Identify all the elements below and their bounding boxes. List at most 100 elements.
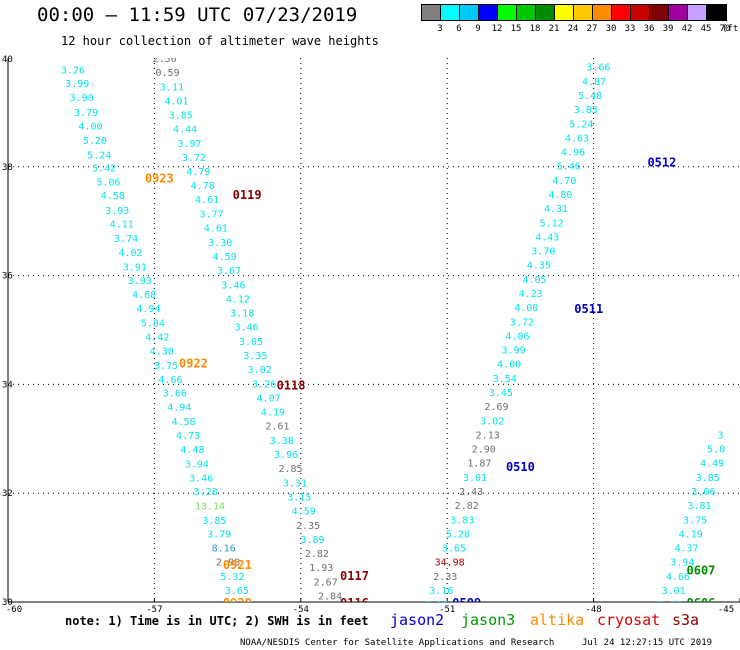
track-time-label: 0921 xyxy=(223,558,252,572)
swh-value: 4.35 xyxy=(527,261,551,272)
swh-value: 4.59 xyxy=(213,252,237,263)
x-tick-label: -48 xyxy=(585,605,601,615)
color-scale-label: 30 xyxy=(606,24,617,34)
swh-value: 2.98 xyxy=(216,558,240,569)
swh-value: 3.96 xyxy=(274,450,298,461)
swh-value: 4.94 xyxy=(167,403,191,414)
legend-s3a: s3a xyxy=(672,611,699,629)
swh-value: 4.63 xyxy=(565,133,589,144)
swh-value: 5.42 xyxy=(92,163,116,174)
color-scale-swatch xyxy=(650,5,668,20)
color-scale-label: 42 xyxy=(682,24,693,34)
swh-value: 3.75 xyxy=(683,515,707,526)
swh-value: 2.84 xyxy=(318,591,342,602)
swh-value: 4.12 xyxy=(595,34,619,45)
color-scale-label: 3 xyxy=(437,24,442,34)
color-scale-unit: (ft) xyxy=(722,24,740,34)
swh-value: 3.28 xyxy=(194,487,218,498)
swh-value: 3.93 xyxy=(128,276,152,287)
color-scale-swatch xyxy=(669,5,687,20)
color-scale-label: 9 xyxy=(475,24,480,34)
swh-value: 3.30 xyxy=(208,238,232,249)
swh-value: 3.67 xyxy=(217,266,241,277)
x-tick-label: -54 xyxy=(293,605,309,615)
swh-value: 4.94 xyxy=(136,304,160,315)
swh-value: 2.69 xyxy=(484,402,508,413)
swh-value: 4.12 xyxy=(226,294,250,305)
swh-value: 3.85 xyxy=(169,111,193,122)
swh-value: 3.79 xyxy=(207,529,231,540)
swh-value: 5.0 xyxy=(707,445,725,456)
swh-value: 4.66 xyxy=(158,375,182,386)
swh-value: 3.26 xyxy=(61,65,85,76)
swh-value: 3 xyxy=(717,430,723,441)
swh-value: 3.02 xyxy=(480,416,504,427)
swh-value: 4.68 xyxy=(132,290,156,301)
swh-value: 4.60 xyxy=(608,0,632,3)
color-scale-swatch xyxy=(574,5,592,20)
swh-value: 4.80 xyxy=(548,190,572,201)
swh-value: 2.33 xyxy=(433,572,457,583)
color-scale-swatch xyxy=(498,5,516,20)
swh-value: 4.23 xyxy=(519,289,543,300)
swh-value: 4.00 xyxy=(78,121,102,132)
swh-value: 4.61 xyxy=(195,195,219,206)
swh-value: 34.98 xyxy=(435,558,465,569)
swh-value: 4.48 xyxy=(180,445,204,456)
swh-value: 3.11 xyxy=(160,82,184,93)
y-tick-label: 36 xyxy=(2,272,13,282)
swh-value: 2.43 xyxy=(459,487,483,498)
swh-value: 4.02 xyxy=(118,248,142,259)
swh-value: 2.85 xyxy=(279,464,303,475)
swh-value: 4.43 xyxy=(535,232,559,243)
swh-value: 3.72 xyxy=(182,153,206,164)
swh-value: 3.89 xyxy=(300,535,324,546)
swh-value: 3.94 xyxy=(185,459,209,470)
track-time-label: 0117 xyxy=(340,569,369,583)
track-time-label: 0607 xyxy=(687,563,716,577)
track-time-label: 0606 xyxy=(687,596,716,610)
swh-value: 3.77 xyxy=(199,210,223,221)
swh-value: 3.66 xyxy=(163,389,187,400)
legend-altika: altika xyxy=(530,611,584,629)
swh-value: 4.66 xyxy=(666,572,690,583)
swh-value: 2.82 xyxy=(455,501,479,512)
swh-value: 4.79 xyxy=(186,167,210,178)
swh-value: 5.46 xyxy=(557,162,581,173)
swh-value: 3.94 xyxy=(670,558,694,569)
swh-value: 4.96 xyxy=(561,148,585,159)
color-scale-label: 39 xyxy=(663,24,674,34)
swh-value: 3.81 xyxy=(687,501,711,512)
swh-value: 3.26 xyxy=(252,379,276,390)
swh-value: 5.12 xyxy=(540,218,564,229)
y-tick-label: 38 xyxy=(2,163,13,173)
swh-value: 2.67 xyxy=(314,577,338,588)
color-scale-label: 36 xyxy=(644,24,655,34)
footer-timestamp: Jul 24 12:27:15 UTC 2019 xyxy=(582,638,712,648)
swh-value: 3.05 xyxy=(239,337,263,348)
swh-value: 2.35 xyxy=(296,521,320,532)
color-scale-label: 45 xyxy=(701,24,712,34)
swh-value: 3.02 xyxy=(248,365,272,376)
color-scale-label: 24 xyxy=(568,24,579,34)
swh-value: 3.38 xyxy=(270,436,294,447)
color-scale-label: 21 xyxy=(549,24,560,34)
swh-value: 5.20 xyxy=(83,136,107,147)
track-time-label: 0510 xyxy=(506,460,535,474)
color-scale-swatch xyxy=(517,5,535,20)
swh-value: 5.28 xyxy=(446,529,470,540)
track-time-label: 0119 xyxy=(233,188,262,202)
swh-value: 1.87 xyxy=(467,459,491,470)
track-time-label: 0116 xyxy=(340,596,369,610)
swh-value: 3.46 xyxy=(221,280,245,291)
x-tick-label: -60 xyxy=(6,605,22,615)
swh-value: 3.45 xyxy=(489,388,513,399)
swh-value: 5.48 xyxy=(578,91,602,102)
swh-value: 3.01 xyxy=(662,586,686,597)
track-values: 3.263.993.903.794.005.205.245.425.064.58… xyxy=(61,0,725,610)
track-time-label: 0509 xyxy=(452,596,481,610)
swh-value: 4.19 xyxy=(261,408,285,419)
y-tick-label: 30 xyxy=(2,598,13,608)
swh-value: 3.93 xyxy=(105,206,129,217)
swh-value: 3.70 xyxy=(531,247,555,258)
